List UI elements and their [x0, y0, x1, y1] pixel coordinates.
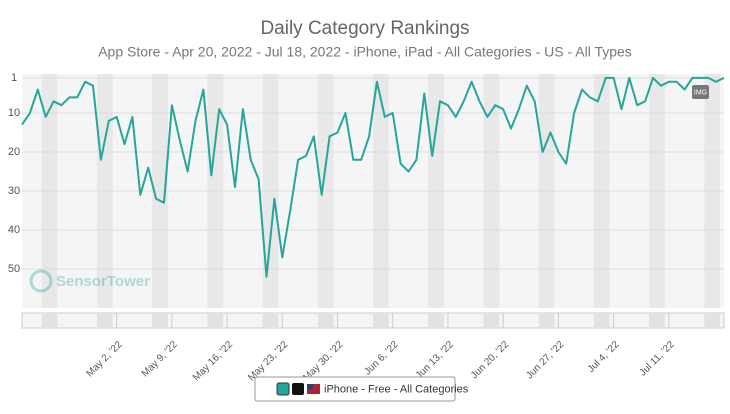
legend-swatch: [276, 382, 290, 396]
weekend-band: [649, 313, 657, 328]
legend-icon: [292, 383, 304, 395]
weekend-band: [49, 313, 58, 328]
legend-label: iPhone - Free - All Categories: [324, 383, 469, 395]
legend-flag-canton: [307, 384, 313, 389]
weekend-band: [41, 313, 50, 328]
weekend-band: [152, 313, 161, 328]
weekend-band: [207, 313, 216, 328]
y-tick-label: 30: [8, 185, 20, 197]
weekend-band: [317, 313, 326, 328]
weekend-band: [593, 313, 602, 328]
weekend-band: [215, 313, 224, 328]
weekend-band: [712, 313, 721, 328]
weekend-band: [373, 313, 381, 328]
weekend-band: [160, 313, 168, 328]
weekend-band: [428, 313, 437, 328]
legend-box: [254, 376, 456, 402]
y-tick-label: 10: [8, 107, 20, 119]
weekend-band: [436, 313, 444, 328]
watermark-text: SensorTower: [56, 273, 150, 290]
weekend-band: [104, 313, 113, 328]
weekend-band: [483, 313, 492, 328]
weekend-band: [538, 313, 547, 328]
weekend-band: [546, 313, 555, 328]
legend-flag: [307, 384, 320, 394]
watermark-logo: [29, 269, 53, 293]
weekend-band: [325, 313, 334, 328]
weekend-band: [262, 313, 271, 328]
data-line: [21, 76, 725, 278]
y-tick-label: 1: [11, 72, 17, 84]
weekend-band: [704, 313, 713, 328]
chart-subtitle: App Store - Apr 20, 2022 - Jul 18, 2022 …: [98, 44, 632, 60]
watermark: SensorTower: [29, 269, 150, 293]
weekend-band: [96, 313, 105, 328]
weekend-band: [601, 313, 610, 328]
weekend-band: [491, 313, 500, 328]
legend: iPhone - Free - All Categories: [254, 376, 469, 402]
weekend-band: [656, 313, 665, 328]
weekend-band: [270, 313, 279, 328]
badge: [692, 85, 709, 99]
y-tick-label: 50: [8, 263, 20, 275]
y-tick-label: 20: [8, 146, 20, 158]
weekend-band: [380, 313, 389, 328]
chart-title: Daily Category Rankings: [260, 18, 469, 39]
badge-text: IMG: [694, 89, 707, 96]
y-tick-label: 40: [8, 224, 20, 236]
